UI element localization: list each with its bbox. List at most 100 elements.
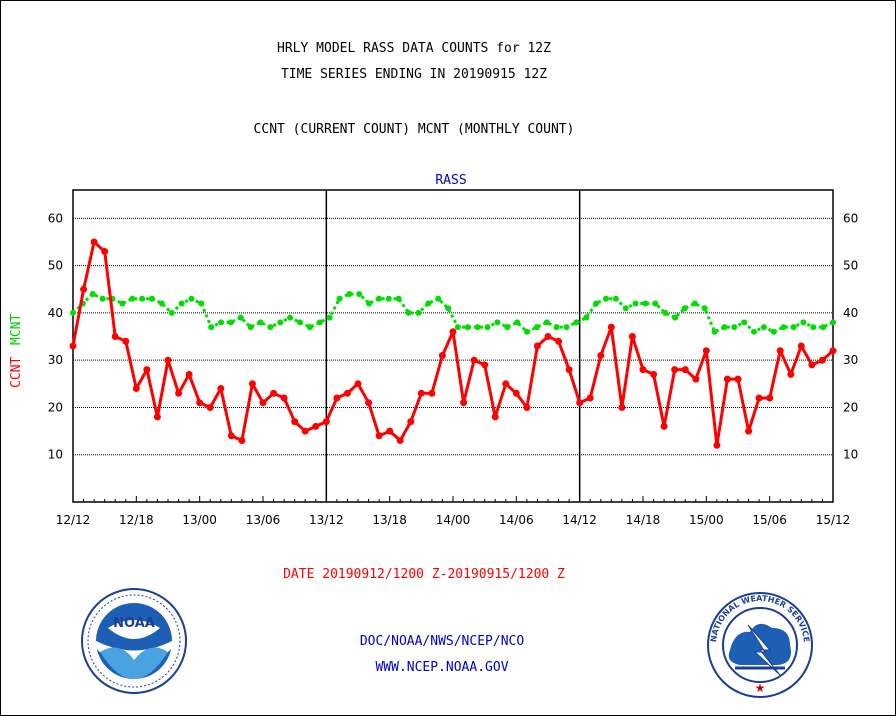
- chart-title-line2: TIME SERIES ENDING IN 20190915 12Z: [281, 67, 547, 82]
- data-point: [660, 422, 668, 430]
- data-point: [89, 291, 96, 297]
- ylabel-mcnt: MCNT: [9, 314, 24, 345]
- data-point: [336, 295, 343, 302]
- x-tick-label: 14/00: [436, 513, 471, 527]
- panel-label: RASS: [435, 173, 466, 188]
- data-point: [533, 342, 541, 350]
- data-point: [407, 418, 415, 426]
- data-point: [306, 324, 313, 331]
- data-point: [512, 389, 520, 397]
- data-point: [139, 295, 146, 302]
- data-point: [820, 324, 827, 331]
- y-tick-label-left: 20: [48, 400, 63, 414]
- chart-subtitle: CCNT (CURRENT COUNT) MCNT (MONTHLY COUNT…: [254, 122, 575, 137]
- data-point: [573, 319, 580, 326]
- data-point: [69, 342, 77, 350]
- data-point: [438, 352, 446, 359]
- data-point: [396, 437, 404, 444]
- data-point: [119, 300, 126, 307]
- data-point: [326, 314, 333, 321]
- data-point: [435, 295, 442, 302]
- noaa-logo-text: NOAA: [113, 616, 155, 631]
- data-point: [365, 399, 373, 407]
- data-point: [734, 375, 742, 383]
- data-point: [175, 389, 183, 397]
- x-tick-label: 12/18: [119, 513, 154, 527]
- data-point: [766, 394, 774, 402]
- footer-url[interactable]: WWW.NCEP.NOAA.GOV: [375, 660, 508, 675]
- data-point: [322, 418, 330, 426]
- data-point: [691, 300, 698, 307]
- data-point: [297, 319, 303, 326]
- data-point: [586, 394, 594, 402]
- y-tick-label-left: 10: [48, 448, 63, 462]
- data-point: [628, 333, 636, 340]
- data-point: [80, 285, 88, 293]
- series-mcnt: [70, 291, 836, 335]
- data-point: [800, 319, 807, 326]
- data-point: [270, 389, 278, 397]
- data-point: [158, 300, 165, 307]
- data-point: [333, 394, 341, 402]
- data-point: [198, 300, 205, 307]
- data-point: [428, 389, 436, 397]
- data-point: [830, 319, 836, 326]
- data-point: [267, 324, 274, 331]
- data-point: [164, 356, 172, 364]
- data-point: [248, 380, 256, 388]
- data-point: [196, 399, 204, 407]
- data-point: [217, 385, 225, 392]
- data-point: [713, 441, 721, 449]
- series-line: [71, 292, 834, 334]
- data-point: [129, 295, 136, 302]
- data-point: [597, 352, 605, 359]
- data-point: [607, 323, 615, 331]
- x-tick-label: 14/18: [626, 513, 661, 527]
- data-point: [481, 361, 489, 369]
- data-point: [395, 295, 402, 302]
- data-point: [464, 324, 471, 331]
- x-tick-label: 13/12: [309, 513, 344, 527]
- x-tick-label: 13/06: [246, 513, 281, 527]
- x-tick-label: 13/18: [372, 513, 407, 527]
- data-point: [612, 295, 619, 302]
- data-point: [291, 418, 299, 426]
- data-point: [111, 333, 119, 340]
- data-point: [153, 413, 161, 421]
- data-point: [723, 375, 731, 383]
- nws-logo[interactable]: ★ NATIONAL WEATHER SERVICE: [707, 592, 813, 698]
- data-point: [188, 295, 195, 302]
- data-point: [553, 324, 560, 331]
- data-point: [206, 404, 214, 411]
- data-point: [143, 366, 151, 374]
- data-point: [491, 413, 499, 421]
- noaa-logo[interactable]: NOAA: [81, 588, 187, 694]
- data-point: [122, 337, 130, 345]
- data-point: [385, 295, 392, 302]
- data-point: [721, 324, 728, 331]
- data-point: [741, 319, 748, 326]
- data-point: [818, 356, 826, 364]
- data-point: [484, 324, 491, 331]
- data-point: [425, 300, 432, 307]
- footer-org[interactable]: DOC/NOAA/NWS/NCEP/NCO: [360, 634, 525, 649]
- x-tick-label: 14/06: [499, 513, 534, 527]
- data-point: [563, 324, 570, 331]
- data-point: [237, 314, 244, 321]
- data-point: [445, 305, 452, 312]
- data-point: [316, 319, 323, 326]
- data-point: [650, 370, 658, 378]
- grid-lines: [72, 189, 834, 503]
- data-point: [301, 427, 309, 435]
- data-point: [101, 248, 109, 255]
- y-tick-label-right: 30: [843, 353, 858, 367]
- y-tick-label-right: 10: [843, 448, 858, 462]
- y-tick-label-right: 60: [843, 211, 858, 225]
- data-point: [354, 380, 362, 388]
- data-point: [356, 291, 363, 297]
- data-point: [671, 366, 679, 374]
- data-point: [829, 347, 837, 355]
- data-point: [257, 319, 264, 326]
- y-ticks-right: 10 20 30 40 50 60: [843, 211, 858, 461]
